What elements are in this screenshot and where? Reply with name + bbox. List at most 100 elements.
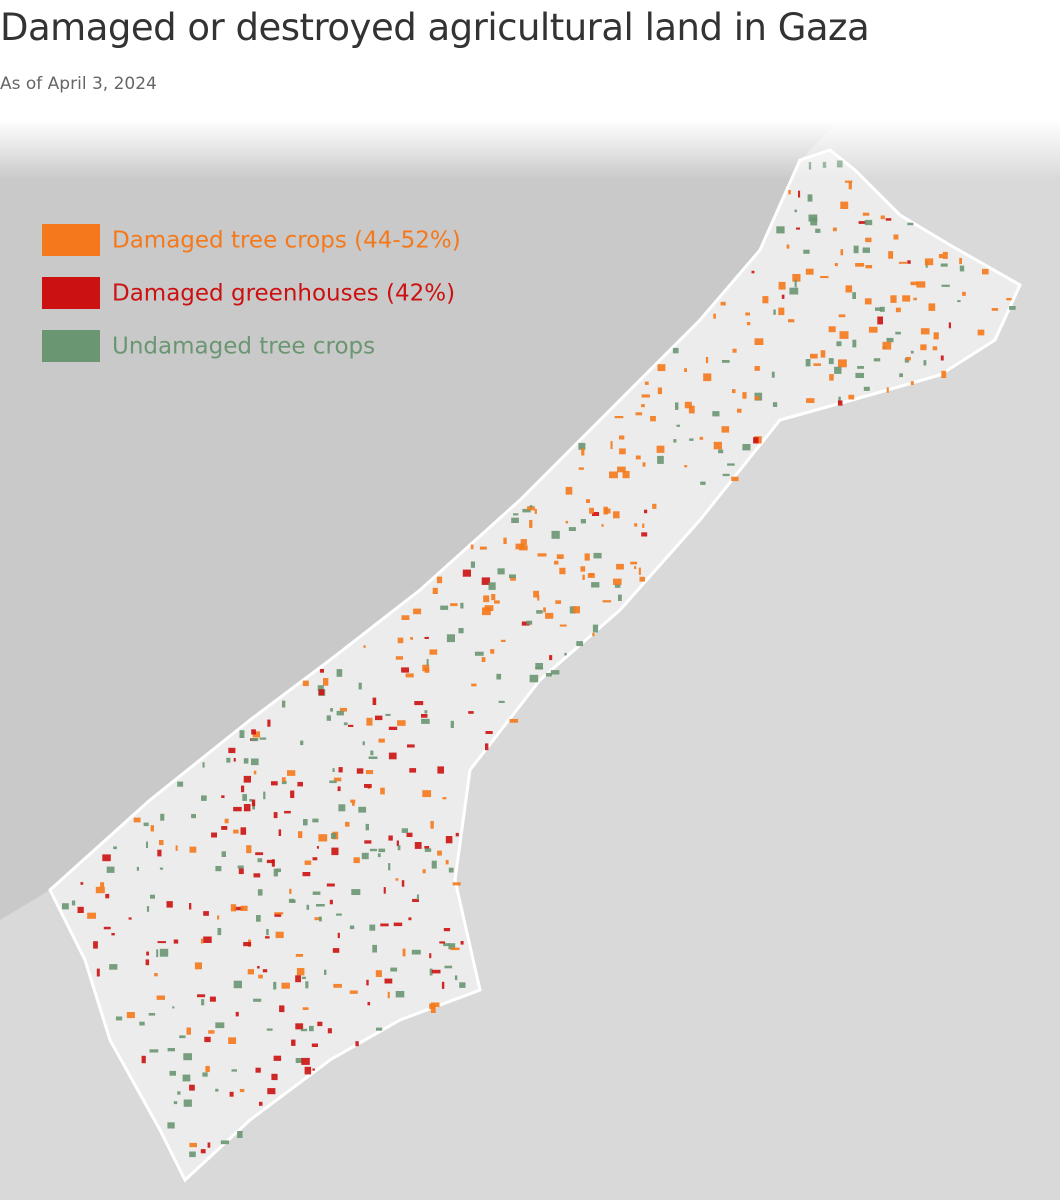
crop-patch: [642, 462, 646, 467]
crop-patch: [938, 254, 944, 259]
crop-patch: [788, 319, 795, 323]
crop-patch: [295, 954, 304, 957]
crop-patch: [229, 1091, 234, 1097]
crop-patch: [948, 322, 951, 329]
crop-patch: [786, 244, 790, 249]
crop-patch: [305, 981, 309, 989]
crop-patch: [813, 363, 821, 366]
crop-patch: [805, 359, 811, 367]
crop-patch: [806, 398, 815, 403]
crop-patch: [619, 448, 626, 455]
crop-patch: [71, 900, 76, 906]
crop-patch: [271, 781, 278, 786]
crop-patch: [828, 358, 834, 365]
crop-patch: [421, 718, 430, 724]
crop-patch: [100, 882, 105, 888]
crop-patch: [375, 970, 382, 977]
crop-patch: [410, 637, 413, 640]
crop-patch: [366, 717, 373, 726]
crop-patch: [279, 1005, 285, 1013]
crop-patch: [380, 923, 389, 927]
crop-patch: [105, 893, 110, 899]
crop-patch: [644, 381, 649, 385]
crop-patch: [613, 511, 620, 519]
crop-patch: [365, 770, 374, 775]
crop-patch: [189, 1151, 196, 1158]
crop-patch: [408, 917, 412, 921]
crop-patch: [252, 731, 261, 738]
crop-patch: [287, 770, 296, 776]
crop-patch: [535, 667, 544, 670]
crop-patch: [481, 577, 490, 585]
crop-patch: [771, 371, 775, 378]
crop-patch: [481, 657, 486, 662]
crop-patch: [672, 347, 679, 354]
crop-patch: [333, 777, 342, 782]
crop-patch: [146, 841, 148, 848]
crop-patch: [482, 607, 491, 616]
crop-patch: [754, 396, 760, 401]
crop-patch: [333, 983, 342, 988]
crop-patch: [526, 620, 533, 625]
crop-patch: [639, 576, 645, 582]
crop-patch: [592, 512, 600, 516]
crop-patch: [230, 904, 237, 912]
crop-patch: [732, 389, 736, 394]
crop-patch: [353, 857, 360, 864]
crop-patch: [167, 1122, 175, 1129]
crop-patch: [603, 506, 608, 515]
crop-patch: [778, 281, 786, 290]
crop-patch: [312, 857, 318, 861]
crop-patch: [103, 926, 111, 930]
crop-patch: [363, 645, 366, 648]
crop-patch: [290, 790, 295, 798]
crop-patch: [177, 1091, 181, 1095]
title: Damaged or destroyed agricultural land i…: [0, 6, 870, 49]
crop-patch: [754, 338, 764, 345]
crop-patch: [424, 668, 430, 673]
crop-patch: [568, 527, 576, 531]
crop-patch: [278, 829, 282, 836]
crop-patch: [336, 669, 343, 677]
crop-patch: [718, 449, 724, 454]
legend-label: Damaged tree crops (44-52%): [112, 228, 461, 254]
crop-patch: [862, 212, 870, 216]
crop-patch: [555, 600, 562, 604]
crop-patch: [641, 532, 648, 537]
crop-patch: [388, 863, 391, 871]
crop-patch: [426, 659, 429, 666]
crop-patch: [221, 795, 225, 798]
crop-patch: [940, 355, 944, 361]
crop-patch: [302, 680, 309, 687]
crop-patch: [840, 201, 849, 209]
crop-patch: [933, 332, 939, 340]
crop-patch: [676, 424, 680, 427]
crop-patch: [189, 1142, 197, 1148]
crop-patch: [416, 894, 419, 900]
crop-patch: [902, 295, 911, 302]
crop-patch: [762, 296, 769, 304]
crop-patch: [106, 866, 115, 873]
crop-patch: [703, 373, 712, 382]
crop-patch: [405, 673, 414, 678]
crop-patch: [295, 975, 301, 983]
crop-patch: [829, 374, 834, 381]
crop-patch: [641, 394, 650, 398]
crop-patch: [959, 265, 965, 272]
crop-patch: [273, 868, 278, 877]
crop-patch: [820, 276, 829, 279]
crop-patch: [529, 520, 533, 528]
crop-patch: [886, 337, 894, 343]
crop-patch: [688, 405, 695, 414]
crop-patch: [146, 951, 149, 956]
crop-patch: [211, 832, 217, 838]
crop-patch: [326, 715, 331, 721]
crop-patch: [221, 826, 228, 830]
crop-patch: [602, 600, 612, 603]
crop-patch: [336, 913, 342, 916]
crop-patch: [173, 939, 179, 944]
crop-patch: [397, 720, 406, 726]
crop-patch: [720, 301, 726, 306]
crop-patch: [794, 279, 797, 288]
crop-patch: [868, 326, 878, 333]
